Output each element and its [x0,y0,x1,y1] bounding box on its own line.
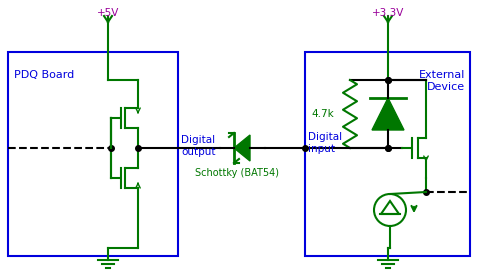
Bar [8,52,178,256]
Text: Schottky (BAT54): Schottky (BAT54) [195,168,279,178]
Text: External
Device: External Device [419,70,465,92]
Text: Digital
output: Digital output [181,135,216,157]
Polygon shape [234,135,250,161]
Text: +5V: +5V [97,8,119,18]
Text: Digital
input: Digital input [308,132,342,154]
Bar [305,52,470,256]
Text: 4.7k: 4.7k [311,109,334,119]
Polygon shape [372,98,404,130]
Text: +3.3V: +3.3V [372,8,404,18]
Text: PDQ Board: PDQ Board [14,70,74,80]
